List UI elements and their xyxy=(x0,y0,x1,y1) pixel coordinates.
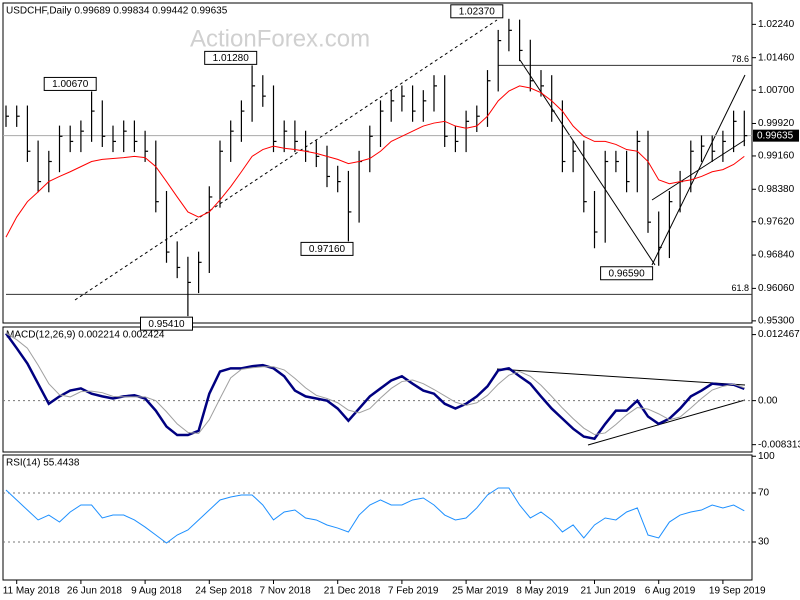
y-tick-label: 70 xyxy=(758,488,770,499)
y-tick-label: 1.02240 xyxy=(758,19,795,30)
last-price-box xyxy=(753,129,799,142)
y-tick-label: 0.95300 xyxy=(758,316,795,327)
moving-average xyxy=(5,85,745,238)
annotation-label: 0.96590 xyxy=(609,268,646,279)
y-tick-label: 1.00700 xyxy=(758,85,795,96)
price-title: USDCHF,Daily 0.99689 0.99834 0.99442 0.9… xyxy=(6,6,228,17)
rsi-panel xyxy=(2,454,753,581)
indicator-line xyxy=(5,487,745,544)
x-tick-label: 21 Dec 2018 xyxy=(324,586,381,597)
rsi-title: RSI(14) 55.4438 xyxy=(6,458,80,469)
x-tick-label: 6 Aug 2019 xyxy=(645,586,696,597)
y-tick-label: 0.99160 xyxy=(758,151,795,162)
x-tick-label: 7 Feb 2019 xyxy=(388,586,439,597)
trendline xyxy=(519,59,656,266)
x-tick-label: 25 Mar 2019 xyxy=(452,586,509,597)
fib-label: 61.8 xyxy=(731,283,749,293)
annotation-label: 1.00670 xyxy=(52,79,89,90)
x-tick-label: 7 Nov 2018 xyxy=(260,586,312,597)
macd-panel xyxy=(2,326,753,453)
x-tick-label: 9 Aug 2018 xyxy=(131,586,182,597)
y-tick-label: -0.008313 xyxy=(758,439,800,450)
y-tick-label: 0.98380 xyxy=(758,184,795,195)
x-tick-label: 21 Jun 2019 xyxy=(581,586,636,597)
annotation-box xyxy=(140,316,193,331)
annotation-label: 0.95410 xyxy=(148,319,185,330)
watermark: ActionForex.com xyxy=(190,25,370,52)
annotation-label: 0.97160 xyxy=(309,244,346,255)
trendline xyxy=(496,368,746,386)
x-tick-label: 8 May 2019 xyxy=(516,586,569,597)
y-tick-label: 0.96060 xyxy=(758,283,795,294)
price-bars xyxy=(5,18,748,317)
trendline xyxy=(587,399,746,446)
annotation-box xyxy=(600,266,654,281)
annotation-label: 1.02370 xyxy=(459,6,496,17)
indicator-line xyxy=(4,332,745,441)
x-tick-label: 11 May 2018 xyxy=(3,586,61,597)
y-tick-label: 0.00 xyxy=(758,395,778,406)
fib-label: 78.6 xyxy=(731,54,749,64)
y-tick-label: 1.01460 xyxy=(758,52,795,63)
annotation-box xyxy=(204,50,258,65)
x-tick-label: 24 Sep 2018 xyxy=(195,586,252,597)
y-tick-label: 0.012467 xyxy=(758,329,800,340)
last-price-label: 0.99635 xyxy=(757,130,794,141)
indicator-line xyxy=(5,332,745,436)
y-tick-label: 0.96840 xyxy=(758,250,795,261)
y-tick-label: 100 xyxy=(758,451,775,462)
macd-title: MACD(12,26,9) 0.002214 0.002424 xyxy=(6,330,165,341)
trendline xyxy=(74,19,498,301)
y-tick-label: 0.99920 xyxy=(758,118,795,129)
x-tick-label: 19 Sep 2019 xyxy=(709,586,766,597)
annotation-box xyxy=(43,76,97,91)
price-panel xyxy=(2,2,753,324)
y-tick-label: 0.97620 xyxy=(758,216,795,227)
annotation-box xyxy=(450,4,504,19)
trendline xyxy=(651,139,746,201)
x-tick-label: 26 Jun 2018 xyxy=(67,586,122,597)
annotation-label: 1.01280 xyxy=(213,53,250,64)
y-tick-label: 30 xyxy=(758,537,770,548)
annotation-box xyxy=(300,241,354,256)
